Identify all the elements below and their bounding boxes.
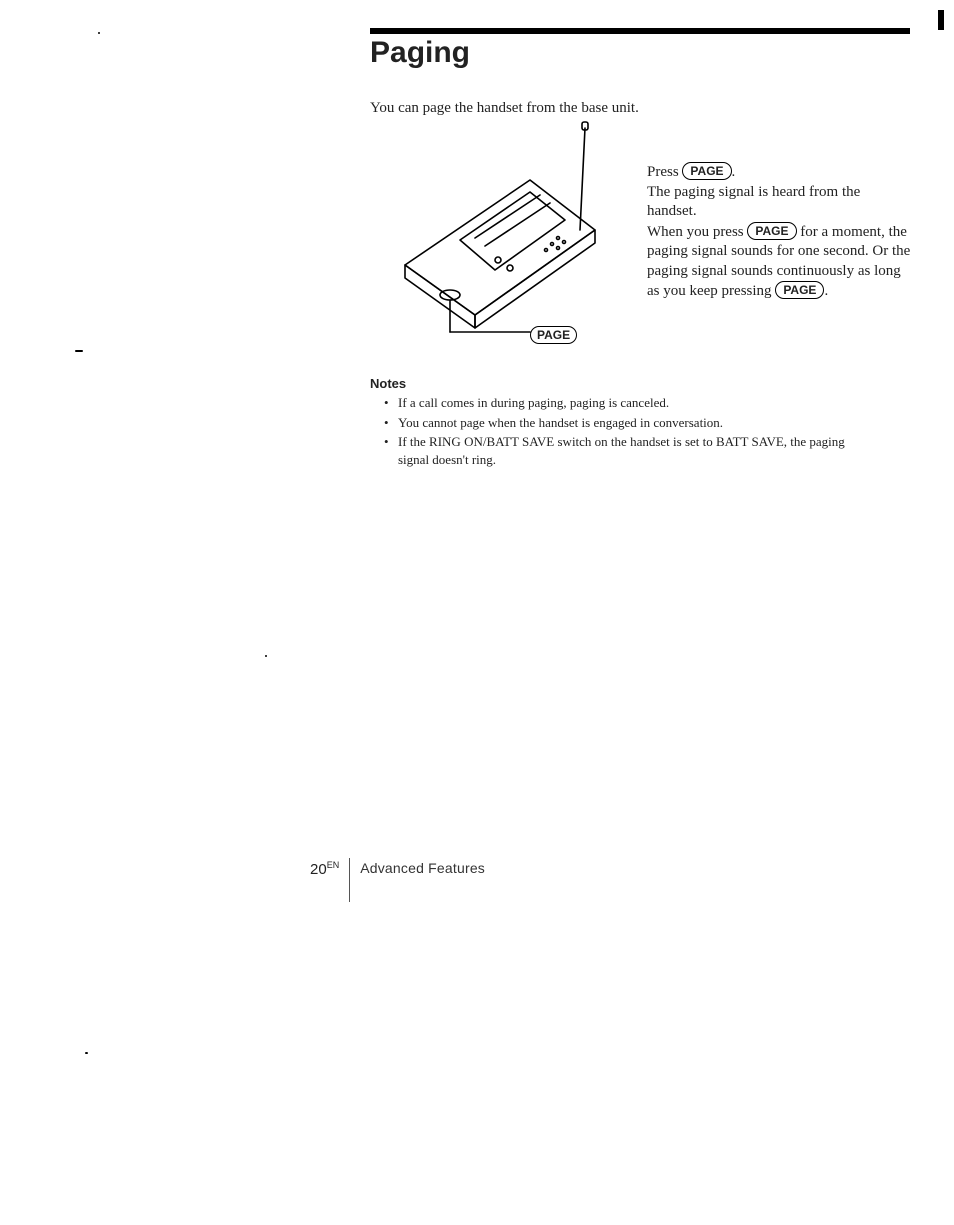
base-unit-illustration	[380, 120, 620, 350]
page-number: 20EN	[310, 860, 339, 878]
page-footer: 20EN Advanced Features	[310, 860, 485, 902]
page-button-callout: PAGE	[530, 326, 577, 344]
scan-speck	[75, 350, 83, 352]
instr-line3-pre: When you press	[647, 224, 747, 240]
page-number-value: 20	[310, 861, 327, 878]
notes-list: If a call comes in during paging, paging…	[384, 394, 864, 470]
note-item: If a call comes in during paging, paging…	[384, 394, 864, 412]
manual-page: Paging You can page the handset from the…	[0, 0, 954, 1225]
notes-heading: Notes	[370, 376, 406, 391]
footer-section-label: Advanced Features	[360, 860, 485, 876]
scan-speck	[98, 32, 100, 34]
scan-speck	[265, 655, 267, 657]
note-text: If the RING ON/BATT SAVE switch on the h…	[398, 434, 845, 467]
instr-line1-pre: Press	[647, 164, 682, 180]
page-title: Paging	[370, 36, 470, 70]
note-item: If the RING ON/BATT SAVE switch on the h…	[384, 433, 864, 468]
page-pill-1: PAGE	[682, 162, 731, 180]
instr-line2: The paging signal is heard from the hand…	[647, 184, 860, 220]
page-pill-2: PAGE	[747, 222, 796, 240]
instr-line3-end: .	[824, 283, 828, 299]
instructions-block: Press PAGE. The paging signal is heard f…	[647, 162, 912, 302]
page-button-label: PAGE	[530, 326, 577, 344]
footer-separator	[349, 858, 350, 902]
instr-line1-post: .	[732, 164, 736, 180]
edge-tab	[938, 10, 944, 30]
note-text: If a call comes in during paging, paging…	[398, 395, 669, 410]
title-rule	[370, 28, 910, 34]
intro-text: You can page the handset from the base u…	[370, 100, 639, 117]
note-item: You cannot page when the handset is enga…	[384, 414, 864, 432]
scan-speck	[85, 1052, 88, 1054]
page-pill-3: PAGE	[775, 281, 824, 299]
note-text: You cannot page when the handset is enga…	[398, 415, 723, 430]
page-number-superscript: EN	[327, 860, 340, 870]
